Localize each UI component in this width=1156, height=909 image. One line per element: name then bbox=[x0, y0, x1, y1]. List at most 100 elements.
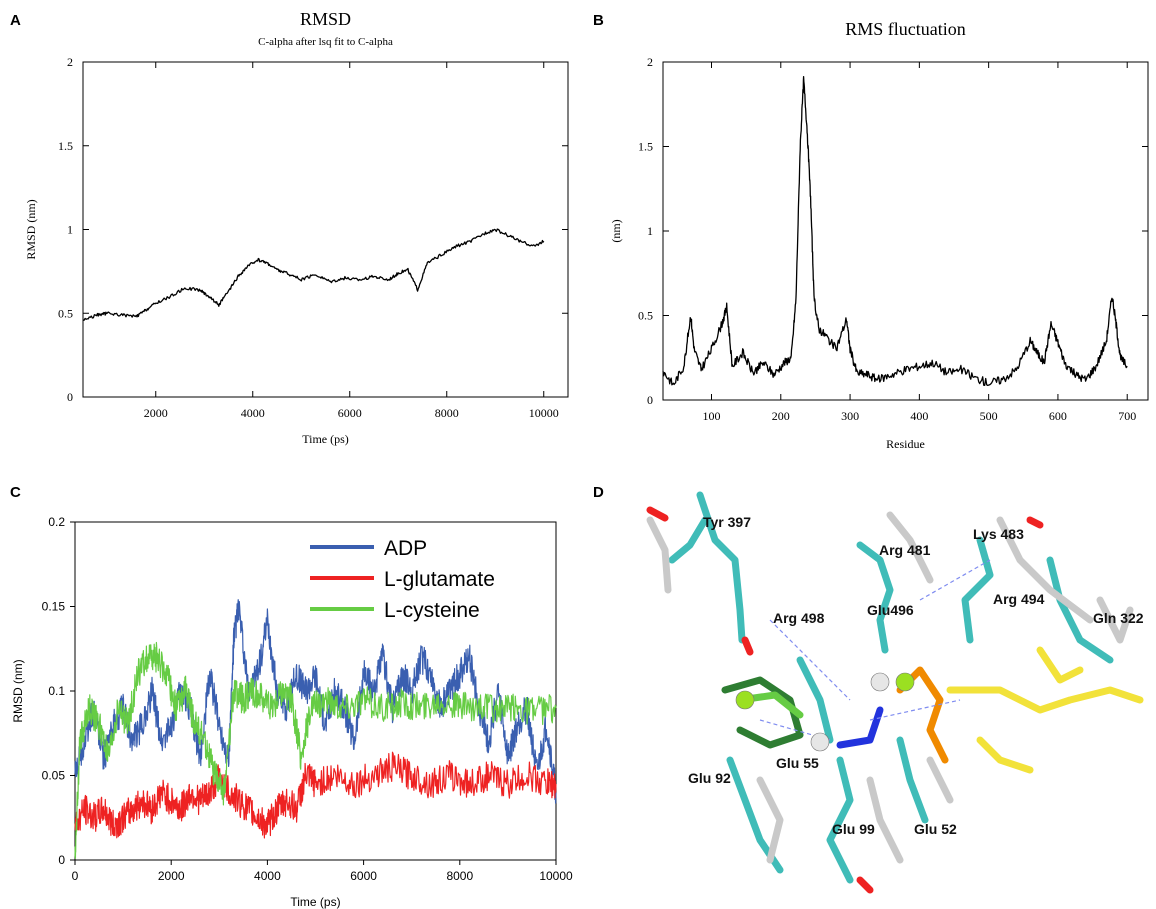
y-tick-label: 2 bbox=[647, 55, 653, 69]
y-tick-label: 0.05 bbox=[42, 769, 66, 783]
y-tick-label: 1.5 bbox=[58, 139, 73, 153]
ion-sphere bbox=[810, 732, 830, 752]
ion-sphere bbox=[895, 672, 915, 692]
y-tick-label: 0.2 bbox=[48, 515, 65, 529]
stick-segment bbox=[856, 541, 894, 654]
y-tick-label: 0 bbox=[58, 853, 65, 867]
ion-sphere bbox=[870, 672, 890, 692]
x-tick-label: 700 bbox=[1118, 409, 1136, 423]
x-tick-label: 0 bbox=[72, 869, 79, 883]
stick-segment bbox=[756, 776, 784, 864]
stick-segment bbox=[826, 756, 854, 884]
stick-segment bbox=[926, 756, 954, 804]
x-tick-label: 4000 bbox=[254, 869, 281, 883]
residue-label: Glu 52 bbox=[914, 821, 957, 837]
residue-label: Tyr 397 bbox=[703, 514, 751, 530]
stick-model bbox=[646, 491, 1144, 894]
x-axis-label: Time (ps) bbox=[290, 895, 340, 909]
residue-label: Arg 494 bbox=[993, 591, 1045, 607]
y-tick-label: 0 bbox=[67, 390, 73, 404]
x-tick-label: 4000 bbox=[241, 406, 265, 420]
hydrogen-bond bbox=[769, 619, 851, 701]
legend-label: L-glutamate bbox=[384, 568, 495, 591]
stick-segment bbox=[886, 511, 934, 584]
hydrogen-bond bbox=[759, 719, 831, 741]
x-tick-label: 200 bbox=[772, 409, 790, 423]
panel-label-c: C bbox=[10, 484, 21, 501]
panel-label-b: B bbox=[593, 12, 604, 29]
y-axis-label: (nm) bbox=[609, 219, 623, 242]
residue-label: Glu496 bbox=[867, 602, 914, 618]
series-line-adp bbox=[74, 599, 557, 804]
hydrogen-bond bbox=[869, 699, 961, 721]
y-axis-label: RMSD (nm) bbox=[24, 199, 38, 259]
stick-segment bbox=[976, 736, 1034, 774]
series-line-l-cysteine bbox=[74, 641, 557, 860]
x-tick-label: 2000 bbox=[144, 406, 168, 420]
stick-segment bbox=[896, 736, 929, 824]
stick-segment bbox=[866, 776, 904, 864]
stick-segment bbox=[836, 706, 884, 749]
x-tick-label: 500 bbox=[980, 409, 998, 423]
stick-segment bbox=[1026, 516, 1044, 529]
chart-title: RMS fluctuation bbox=[845, 19, 966, 39]
stick-segment bbox=[896, 666, 949, 764]
series-line-l-glutamate bbox=[74, 751, 557, 839]
residue-label: Glu 99 bbox=[832, 821, 875, 837]
x-axis-label: Residue bbox=[886, 437, 925, 451]
x-tick-label: 400 bbox=[910, 409, 928, 423]
y-tick-label: 0 bbox=[647, 393, 653, 407]
chart-title: RMSD bbox=[300, 9, 351, 29]
x-tick-label: 10000 bbox=[529, 406, 559, 420]
x-tick-label: 8000 bbox=[446, 869, 473, 883]
x-tick-label: 6000 bbox=[338, 406, 362, 420]
y-tick-label: 2 bbox=[67, 55, 73, 69]
x-tick-label: 2000 bbox=[158, 869, 185, 883]
chart-b-group: 100 200 300 400 500 600 700 0 0.5 1 1.5 2 RMS fluctu… bbox=[609, 19, 1149, 451]
residue-label: Lys 483 bbox=[973, 526, 1024, 542]
residue-label: Gln 322 bbox=[1093, 610, 1144, 626]
y-tick-label: 1 bbox=[67, 223, 73, 237]
y-tick-label: 1.5 bbox=[638, 140, 653, 154]
series-line-data bbox=[662, 75, 1128, 387]
y-axis-label: RMSD (nm) bbox=[11, 659, 25, 722]
stick-segment bbox=[1036, 646, 1084, 684]
residue-label: Glu 92 bbox=[688, 770, 731, 786]
stick-segment bbox=[646, 506, 669, 522]
residue-label: Glu 55 bbox=[776, 755, 819, 771]
x-axis-label: Time (ps) bbox=[302, 432, 349, 446]
x-tick-label: 600 bbox=[1049, 409, 1067, 423]
x-tick-label: 10000 bbox=[539, 869, 573, 883]
y-tick-label: 0.1 bbox=[48, 684, 65, 698]
stick-segment bbox=[696, 491, 746, 644]
legend-label: L-cysteine bbox=[384, 599, 480, 622]
y-tick-label: 0.5 bbox=[638, 309, 653, 323]
stick-segment bbox=[668, 516, 709, 564]
stick-segment bbox=[721, 676, 804, 749]
y-tick-label: 0.15 bbox=[42, 600, 66, 614]
x-tick-label: 8000 bbox=[435, 406, 459, 420]
ion-sphere bbox=[735, 690, 755, 710]
stick-segment bbox=[856, 876, 874, 894]
residue-label: Arg 481 bbox=[879, 542, 931, 558]
panel-label-d: D bbox=[593, 484, 604, 501]
stick-segment bbox=[946, 686, 1144, 714]
x-tick-label: 6000 bbox=[350, 869, 377, 883]
stick-segment bbox=[646, 516, 672, 594]
panel-label-a: A bbox=[10, 12, 21, 29]
chart-c-group: 0 2000 4000 6000 8000 10000 0 0.05 0.1 0.15 0.2 Tim… bbox=[11, 515, 573, 909]
residue-labels: Tyr 397 Arg 481 Lys 483 Arg 498 Glu496 Arg 49… bbox=[688, 514, 1144, 837]
residue-label: Arg 498 bbox=[773, 610, 825, 626]
x-tick-label: 300 bbox=[841, 409, 859, 423]
x-tick-label: 100 bbox=[703, 409, 721, 423]
y-tick-label: 0.5 bbox=[58, 306, 73, 320]
stick-segment bbox=[1046, 556, 1114, 664]
chart-a-group: 2000 4000 6000 8000 10000 0 0.5 1 1.5 2 RMSD C-alph… bbox=[24, 9, 569, 446]
stick-segment bbox=[796, 656, 834, 744]
stick-segment bbox=[996, 516, 1094, 624]
stick-segment bbox=[961, 536, 994, 644]
